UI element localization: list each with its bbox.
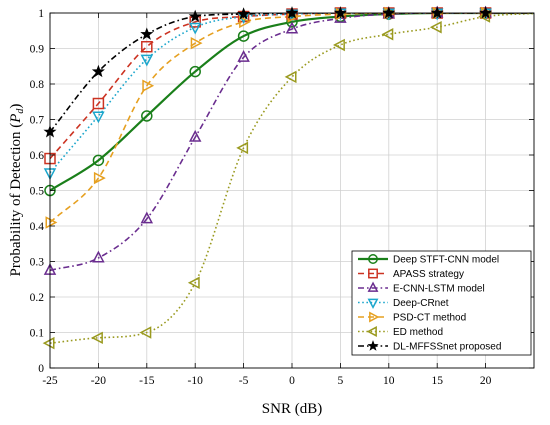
y-tick-label: 0.9 [30,44,45,56]
y-tick-label: 1 [38,8,44,20]
marker-triangle-left [284,70,297,84]
marker-triangle-right [93,171,106,185]
marker-triangle-up [367,281,379,292]
marker-triangle-down [367,298,379,309]
x-tick-label: 10 [383,375,395,387]
marker-triangle-left [429,20,442,34]
series-line-3 [50,13,534,174]
axis-ticks [49,12,534,369]
marker-star [367,340,379,351]
y-tick-labels: 0 0.1 0.2 0.3 0.4 0.5 0.6 0.7 0.8 0.9 1 [30,8,45,375]
x-tick-label: -25 [42,375,58,387]
marker-triangle-left [187,276,200,290]
marker-triangle-left [236,141,249,155]
legend-label: DL-MFFSSnet proposed [393,342,501,353]
y-tick-label: 0.3 [30,257,45,269]
marker-triangle-up [237,50,250,62]
marker-triangle-left [366,326,377,337]
legend: Deep STFT-CNN model APASS strategy E-CNN-L… [351,250,532,356]
marker-triangle-up [140,211,154,224]
marker-triangle-left [42,336,55,350]
marker-triangle-down [92,111,105,124]
x-tick-label: -5 [239,375,249,387]
marker-triangle-up [188,129,202,142]
legend-label: E-CNN-LSTM model [393,284,485,295]
x-tick-label: -10 [188,375,204,387]
x-tick-label: -15 [139,375,155,387]
marker-triangle-right [45,216,58,229]
marker-star [91,64,105,78]
series-line-4 [50,13,534,224]
y-tick-label: 0.2 [30,292,45,304]
marker-star [140,27,154,40]
legend-label: PSD-CT method [393,313,466,324]
series-line-0 [50,13,534,192]
marker-triangle-down [140,54,154,67]
series-line-2 [50,13,534,272]
marker-square [368,268,378,279]
x-tick-label: 20 [480,375,492,387]
legend-label: Deep STFT-CNN model [393,255,499,266]
marker-circle [368,254,378,264]
y-tick-label: 0 [38,363,44,375]
legend-label: ED method [393,327,443,338]
marker-circle [237,30,250,42]
legend-label: APASS strategy [393,269,464,280]
x-tick-labels: -25 -20 -15 -10 -5 0 5 10 15 20 [42,375,491,387]
x-tick-label: 5 [338,375,344,387]
marker-triangle-up [92,250,105,263]
legend-box [351,250,532,356]
y-tick-label: 0.8 [30,79,45,91]
marker-triangle-right [239,15,251,29]
marker-triangle-left [381,28,394,41]
marker-triangle-left [139,326,152,339]
marker-triangle-left [91,331,103,345]
legend-label: Deep-CRnet [393,298,449,309]
grid-lines [50,13,534,368]
y-tick-label: 0.7 [30,115,45,127]
x-tick-label: 15 [431,375,443,387]
marker-triangle-right [369,311,380,323]
marker-circle [189,65,201,78]
x-tick-label: -20 [91,375,107,387]
x-axis-label: SNR (dB) [262,401,322,417]
x-tick-label: 0 [289,375,295,387]
marker-triangle-down [188,22,202,35]
marker-triangle-left [333,38,345,52]
y-axis-label: Probability of Detection (Pd) [8,104,26,277]
y-tick-label: 0.1 [30,328,45,340]
y-tick-label: 0.6 [30,150,45,162]
marker-circle [141,110,153,122]
marker-square [92,97,105,110]
y-tick-label: 0.4 [30,221,45,233]
marker-triangle-right [142,79,155,93]
marker-triangle-up [285,21,299,34]
y-tick-label: 0.5 [30,186,45,198]
marker-triangle-right [190,36,203,50]
marker-circle [92,154,105,167]
marker-square [141,40,153,53]
